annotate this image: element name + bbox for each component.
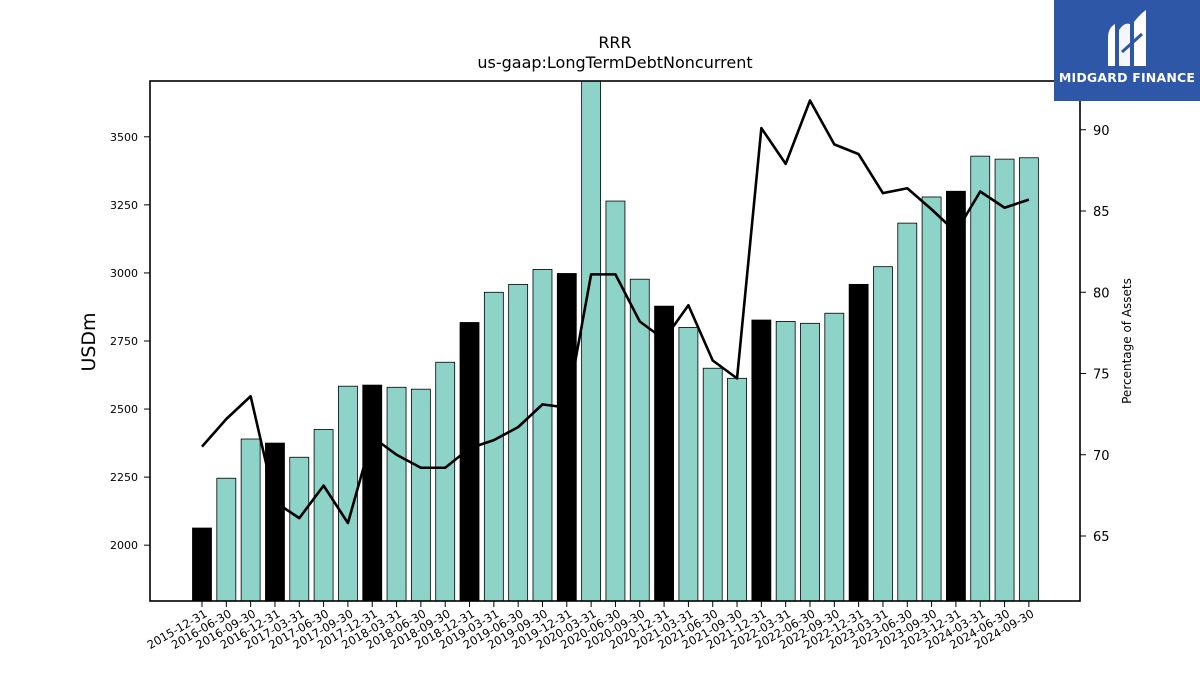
- bar: [338, 385, 358, 602]
- y-tick-label: 3000: [110, 267, 138, 280]
- brand-name: MIDGARD FINANCE: [1058, 70, 1196, 85]
- bar: [897, 222, 918, 602]
- bar: [289, 456, 310, 602]
- y2-tick-label: 90: [1093, 124, 1110, 139]
- y2-tick-label: 80: [1093, 286, 1110, 301]
- bar: [459, 322, 480, 602]
- bar: [313, 429, 334, 602]
- bar: [362, 384, 383, 602]
- bar: [410, 388, 431, 602]
- bar: [775, 320, 796, 602]
- y-axis: 2000 2250 2500 2750 3000 3250 3500: [110, 131, 150, 552]
- bar: [192, 527, 212, 602]
- bar: [483, 291, 504, 602]
- bar: [994, 158, 1015, 602]
- y-tick-label: 2500: [110, 403, 138, 416]
- bar: [800, 322, 820, 602]
- x-axis: 2015-12-312016-06-302016-09-302016-12-31…: [145, 601, 1036, 652]
- bar: [921, 196, 942, 602]
- y2-tick-label: 70: [1093, 449, 1110, 464]
- bar: [654, 305, 674, 602]
- chart-title: RRR: [598, 33, 632, 52]
- bar: [678, 326, 699, 602]
- bar: [556, 273, 577, 602]
- bar: [946, 190, 966, 602]
- bar: [848, 283, 869, 602]
- bar: [751, 319, 772, 602]
- bars-layer: [192, 80, 1039, 602]
- y2-axis-label: Percentage of Assets: [1120, 278, 1134, 404]
- bar: [702, 367, 723, 602]
- y2-axis: 65 70 75 80 85 90: [1080, 124, 1110, 545]
- line-layer: [201, 99, 1030, 525]
- percentage-line: [201, 99, 1030, 525]
- y-tick-label: 3250: [110, 199, 138, 212]
- chart-subtitle: us-gaap:LongTermDebtNoncurrent: [477, 53, 753, 72]
- bar: [727, 377, 747, 602]
- bar: [1018, 157, 1039, 602]
- bar: [970, 155, 991, 602]
- bar: [581, 80, 602, 602]
- bar: [435, 361, 456, 602]
- bar: [216, 477, 237, 602]
- bar: [532, 268, 553, 602]
- bar: [265, 442, 285, 602]
- bar: [605, 200, 626, 602]
- y-tick-label: 2000: [110, 539, 138, 552]
- bar: [240, 438, 261, 602]
- y2-tick-label: 75: [1093, 368, 1110, 383]
- brand-logo: MIDGARD FINANCE: [1054, 0, 1200, 101]
- y-tick-label: 2250: [110, 471, 138, 484]
- y2-tick-label: 65: [1093, 530, 1110, 545]
- bar: [873, 266, 893, 602]
- y-tick-label: 2750: [110, 335, 138, 348]
- bar: [508, 283, 529, 602]
- y-axis-label: USDm: [78, 312, 100, 371]
- y2-tick-label: 85: [1093, 205, 1110, 220]
- y-tick-label: 3500: [110, 131, 138, 144]
- bar: [386, 386, 407, 602]
- midgard-logo-icon: [1108, 10, 1146, 67]
- bar: [824, 312, 845, 602]
